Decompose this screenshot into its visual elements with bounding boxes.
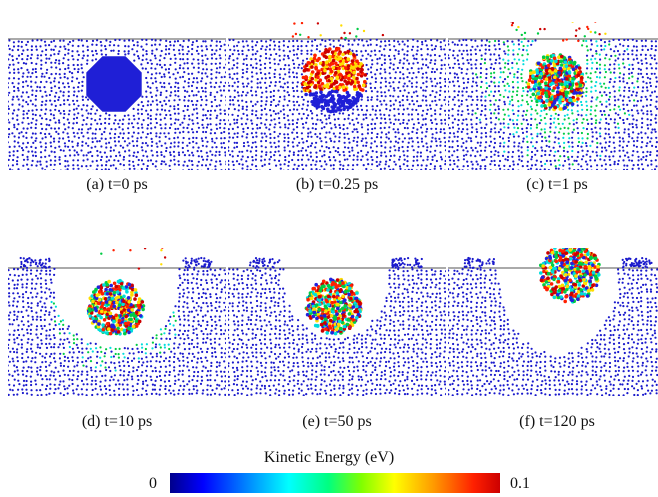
panel-d bbox=[8, 248, 226, 396]
panel-b bbox=[228, 22, 446, 170]
caption-b: (b) t=0.25 ps bbox=[295, 176, 379, 193]
panel-e bbox=[228, 248, 446, 396]
caption-a: (a) t=0 ps bbox=[86, 176, 148, 193]
colorbar-max-label: 0.1 bbox=[510, 475, 530, 492]
caption-d: (d) t=10 ps bbox=[81, 413, 153, 430]
colorbar-min-label: 0 bbox=[149, 475, 157, 492]
kinetic-energy-colorbar bbox=[170, 473, 500, 493]
caption-e: (e) t=50 ps bbox=[302, 413, 372, 430]
colorbar-title: Kinetic Energy (eV) bbox=[263, 449, 395, 466]
caption-c: (c) t=1 ps bbox=[526, 176, 588, 193]
panel-c bbox=[448, 22, 658, 170]
caption-f: (f) t=120 ps bbox=[519, 413, 595, 430]
panel-a bbox=[8, 22, 226, 170]
panel-f bbox=[448, 248, 658, 396]
